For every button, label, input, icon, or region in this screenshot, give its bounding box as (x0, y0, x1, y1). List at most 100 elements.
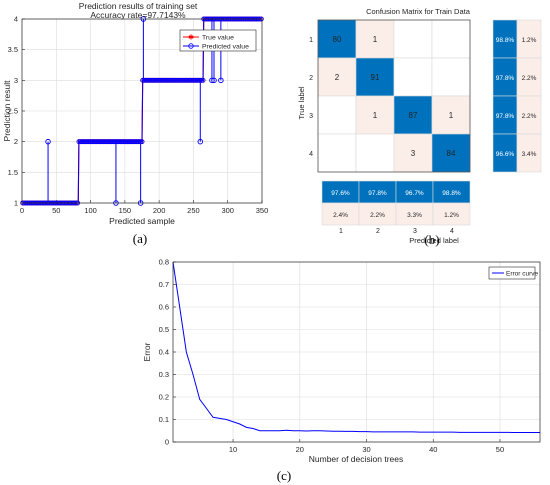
legend-label: Predicted value (202, 43, 249, 50)
row-summary-value: 96.6% (496, 151, 515, 158)
row-summary-cell (492, 133, 518, 173)
matrix-cell (393, 19, 433, 59)
outlier-point (211, 77, 217, 84)
col-class-label: 3 (413, 228, 417, 235)
y-tick-label: 3.5 (8, 45, 18, 54)
legend: ✱ True value Predicted value (179, 29, 257, 52)
col-summary-value: 98.8% (442, 190, 461, 197)
row-summary-value: 97.8% (496, 113, 515, 120)
row-summary-value: 2.2% (522, 75, 537, 82)
x-axis-label: Number of decision trees (309, 454, 404, 464)
matrix-cell (355, 19, 395, 59)
row-summary-value: 1.2% (522, 37, 537, 44)
y-tick-label: 1 (14, 199, 18, 208)
panel-b: Confusion Matrix for Train Data 80 1 2 91 1 87… (297, 7, 542, 247)
x-tick-label: 200 (153, 206, 166, 215)
x-tick-label: 40 (429, 445, 437, 454)
col-summary-value: 2.4% (333, 212, 348, 219)
row-summary-value: 98.8% (496, 37, 515, 44)
chart-title: Prediction results of training set (79, 1, 198, 11)
chart-subtitle: Accuracy rate=97.7143% (90, 10, 186, 20)
matrix-cell (393, 133, 433, 173)
y-tick-label: 0.7 (159, 280, 169, 289)
cell-value: 2 (335, 73, 340, 82)
y-axis-label: Error (142, 342, 152, 361)
matrix-frame (317, 19, 471, 173)
matrix-cell (393, 57, 433, 97)
row-summary-cell (516, 133, 542, 173)
panel-label-b: (b) (424, 232, 439, 247)
row-class-label: 2 (309, 75, 313, 82)
matrix-cell (317, 133, 357, 173)
col-summary-value: 96.7% (405, 190, 424, 197)
cell-value: 1 (449, 111, 454, 120)
col-class-label: 4 (450, 228, 454, 235)
legend-star-marker: ✱ (188, 34, 194, 42)
row-summary-value: 2.2% (522, 113, 537, 120)
y-tick-label: 3 (14, 76, 18, 85)
legend-box (488, 266, 536, 280)
x-tick-label: 0 (20, 206, 24, 215)
y-tick-label: 4 (14, 15, 18, 24)
outlier-point (197, 138, 204, 145)
y-tick-label: 0.8 (159, 258, 169, 267)
legend-circle-marker (188, 43, 194, 49)
y-axis-label: Prediction result (2, 80, 12, 142)
outlier-point (218, 77, 224, 84)
matrix-cell (431, 57, 471, 97)
plot-frame (172, 261, 541, 443)
matrix-cell (431, 95, 471, 135)
matrix-cell (355, 95, 395, 135)
panel-label-a: (a) (133, 231, 147, 246)
y-tick-label: 0 (165, 438, 169, 447)
x-tick-label: 20 (296, 445, 304, 454)
panel-a: 0 50 100 150 200 250 300 350 1 1.5 2 2.5 3 3.5 4 Predic… (2, 1, 268, 246)
legend-label: True value (202, 34, 234, 41)
x-axis-label: Predicted sample (109, 216, 175, 226)
data-point (139, 139, 145, 145)
panel-label-c: (c) (277, 468, 291, 483)
plot-frame (21, 18, 263, 204)
y-tick-label: 0.4 (159, 348, 169, 357)
cell-value: 84 (447, 149, 456, 158)
x-tick-label: 30 (362, 445, 370, 454)
x-tick-label: 50 (52, 206, 60, 215)
outlier-point (45, 138, 51, 145)
y-tick-label: 0.2 (159, 393, 169, 402)
row-class-label: 4 (309, 151, 313, 158)
cell-value: 91 (371, 73, 380, 82)
cell-value: 1 (373, 111, 378, 120)
row-summary-value: 97.8% (496, 75, 515, 82)
matrix-cell (317, 95, 357, 135)
row-summary-value: 3.4% (522, 151, 537, 158)
x-tick-label: 100 (84, 206, 97, 215)
series-error-curve (172, 261, 540, 434)
col-summary-value: 3.3% (407, 212, 422, 219)
row-class-label: 1 (309, 37, 313, 44)
matrix-cell (355, 133, 395, 173)
row-summary-cell (516, 19, 542, 59)
y-tick-label: 2.5 (8, 107, 18, 116)
row-summary-cell (492, 57, 518, 97)
chart-title: Confusion Matrix for Train Data (366, 7, 471, 16)
series-markers (76, 139, 145, 145)
data-point (199, 77, 205, 83)
y-tick-label: 0.3 (159, 370, 169, 379)
y-tick-label: 0.1 (159, 415, 169, 424)
cell-value: 3 (411, 149, 416, 158)
x-tick-label: 10 (229, 445, 237, 454)
x-tick-label: 150 (119, 206, 132, 215)
col-summary-value: 97.6% (331, 190, 350, 197)
y-tick-label: 2 (14, 137, 18, 146)
y-axis-label: True label (297, 86, 306, 119)
col-summary-value: 97.8% (368, 190, 387, 197)
cell-value: 80 (333, 35, 342, 44)
y-tick-label: 0.5 (159, 325, 169, 334)
legend: Error curve (488, 266, 539, 280)
x-tick-label: 300 (221, 206, 234, 215)
col-summary-value: 2.2% (370, 212, 385, 219)
col-summary-value: 1.2% (444, 212, 459, 219)
legend-label: Error curve (506, 271, 539, 278)
matrix-cell (431, 133, 471, 173)
